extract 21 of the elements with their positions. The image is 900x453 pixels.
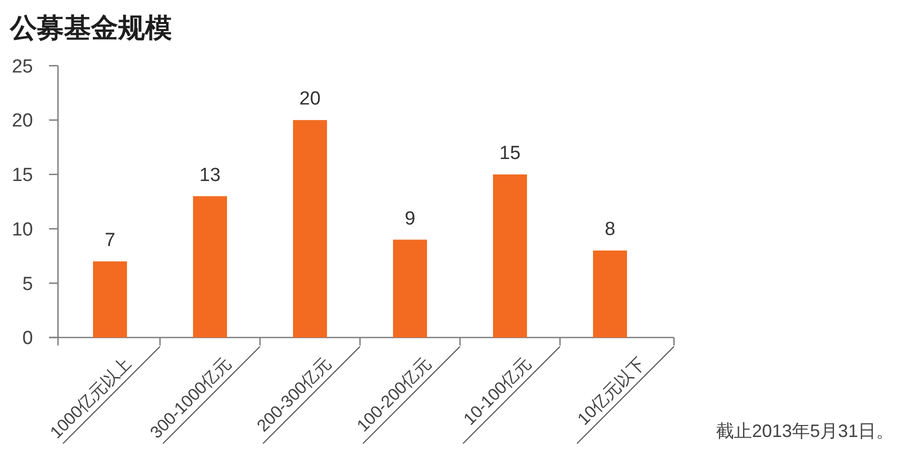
bar — [293, 120, 327, 338]
bar — [193, 196, 227, 338]
y-tick-label: 0 — [22, 328, 33, 350]
text: 截止2013年5月31日。 — [716, 421, 894, 441]
data-label: 15 — [499, 143, 521, 164]
chart-title: 公募基金规模 — [9, 13, 172, 43]
data-label: 20 — [299, 88, 321, 110]
bar — [393, 240, 427, 338]
bar — [493, 174, 527, 338]
y-tick-label: 15 — [12, 165, 33, 186]
y-tick-label: 25 — [12, 56, 33, 78]
data-label: 8 — [604, 219, 616, 240]
y-tick-label: 20 — [12, 110, 33, 132]
data-label: 7 — [104, 230, 116, 252]
y-tick-label: 5 — [22, 274, 33, 295]
x-tick-label: 10亿元以下 — [574, 354, 649, 429]
y-tick-label: 10 — [12, 219, 33, 240]
bar — [93, 261, 127, 338]
bar — [593, 250, 627, 338]
data-label: 9 — [404, 208, 416, 230]
data-label: 13 — [199, 164, 221, 186]
